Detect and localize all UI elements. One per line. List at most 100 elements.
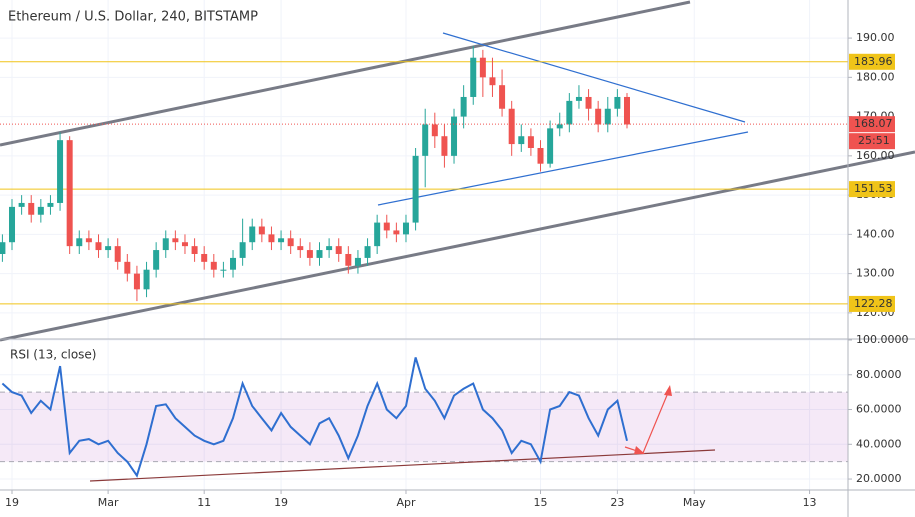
triangle-line (442, 32, 746, 123)
candle-body (585, 96, 592, 109)
x-tick-label: 11 (197, 496, 211, 509)
candle-body (66, 140, 73, 247)
candle-body (354, 257, 361, 266)
level-label: 183.96 (854, 55, 893, 68)
candle-body (239, 242, 246, 258)
x-tick-label: 13 (803, 496, 817, 509)
level-label-box (849, 295, 895, 312)
drawings (0, 0, 915, 482)
x-tick-label: Apr (396, 496, 416, 509)
candle-body (268, 234, 275, 243)
x-tick-label: 19 (274, 496, 288, 509)
candle-body (604, 108, 611, 125)
candle-body (220, 269, 227, 271)
candle-body (460, 96, 467, 117)
channel-line (0, 0, 691, 147)
candle-body (537, 147, 544, 164)
candle-body (335, 246, 342, 254)
level-label: 122.28 (854, 297, 893, 310)
candle-body (133, 273, 140, 290)
candle-body (105, 246, 112, 251)
rsi-trendline (89, 449, 716, 482)
y-tick-label: 130.00 (856, 267, 895, 280)
candle-body (0, 242, 6, 254)
candle-body (556, 124, 563, 129)
rsi-band (0, 391, 848, 463)
candle-body (95, 242, 102, 251)
y-tick-label: 20.0000 (856, 472, 902, 485)
candle-body (451, 116, 458, 156)
candle-body (47, 202, 54, 207)
y-tick-label: 140.00 (856, 227, 895, 240)
candle-body (326, 246, 333, 251)
x-tick-label: 23 (610, 496, 624, 509)
candle-body (431, 124, 438, 137)
candle-body (518, 136, 525, 145)
plot (0, 45, 848, 478)
candle-body (114, 246, 121, 262)
y-tick-label: 180.00 (856, 70, 895, 83)
candle-body (393, 230, 400, 235)
last-price-box (849, 116, 895, 133)
candle-body (364, 246, 371, 258)
candle-body (623, 96, 630, 125)
candle-body (230, 257, 237, 270)
candle-body (614, 96, 621, 109)
candle-body (76, 238, 83, 247)
candle-body (153, 250, 160, 270)
candle-body (181, 242, 188, 247)
candle-body (527, 136, 534, 148)
level-label-box (849, 53, 895, 70)
level-label-box (849, 181, 895, 198)
last-price-label: 168.07 (854, 117, 893, 130)
level-label: 151.53 (854, 182, 893, 195)
candle-body (28, 202, 35, 215)
y-tick-label: 60.0000 (856, 403, 902, 416)
candle-body (297, 246, 304, 251)
candle-body (85, 238, 92, 243)
candle-body (124, 261, 131, 274)
candle-body (172, 238, 179, 243)
countdown-label: 25:51 (858, 134, 890, 147)
candle-body (402, 222, 409, 235)
rsi-title: RSI (13, close) (10, 348, 96, 362)
candle-body (470, 57, 477, 97)
candle-body (422, 124, 429, 156)
arrow-head (664, 385, 672, 396)
countdown-box (849, 133, 895, 150)
x-tick-label: May (683, 496, 706, 509)
triangle-line (377, 131, 749, 206)
candle-body (18, 202, 25, 207)
candle-body (162, 238, 169, 251)
channel-line (0, 150, 915, 342)
candle-body (374, 222, 381, 247)
band-fill (0, 392, 848, 462)
chart-title: Ethereum / U.S. Dollar, 240, BITSTAMP (8, 10, 258, 25)
candle-body (316, 250, 323, 258)
candle-body (287, 238, 294, 247)
x-tick-label: Mar (98, 496, 119, 509)
candle-body (191, 246, 198, 254)
y-tick-label: 190.00 (856, 31, 895, 44)
candle-body (441, 136, 448, 156)
candle-body (201, 253, 208, 262)
arrow-head (634, 446, 645, 454)
candle-body (499, 85, 506, 109)
candle-body (9, 206, 16, 243)
x-tick-label: 19 (5, 496, 19, 509)
candle-body (383, 222, 390, 231)
candle-body (249, 226, 256, 243)
candle-body (508, 108, 515, 145)
candle-body (37, 206, 44, 215)
x-tick-label: 15 (534, 496, 548, 509)
candle-body (143, 269, 150, 290)
candle-body (210, 261, 217, 270)
y-tick-label: 80.0000 (856, 368, 902, 381)
candle-body (566, 100, 573, 125)
candle-body (595, 108, 602, 125)
candle-body (57, 140, 64, 203)
y-tick-label: 100.0000 (856, 333, 909, 346)
candle-body (306, 250, 313, 258)
